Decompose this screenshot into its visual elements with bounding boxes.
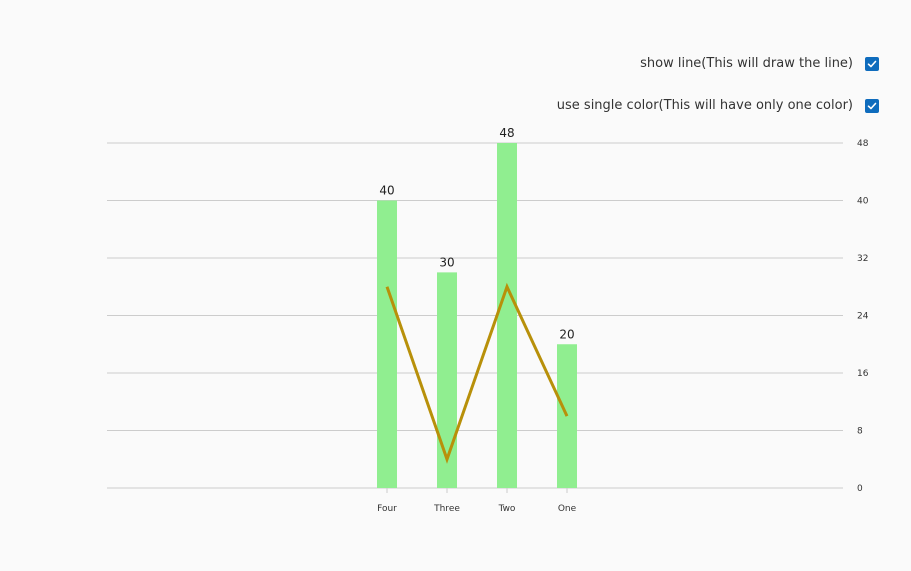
- y-tick-label: 32: [857, 254, 868, 264]
- y-tick-label: 16: [857, 369, 869, 379]
- checkmark-icon: [867, 102, 877, 109]
- x-tick-label: Four: [377, 504, 397, 514]
- y-tick-label: 24: [857, 312, 869, 322]
- x-tick-label: Three: [433, 504, 460, 514]
- series-line: [385, 282, 569, 464]
- data-label: 40: [379, 184, 394, 198]
- show-line-option: show line(This will draw the line): [640, 56, 879, 71]
- y-tick-label: 8: [857, 427, 863, 437]
- bar-layer: [377, 143, 577, 488]
- y-tick-label: 0: [857, 484, 863, 494]
- line-layer: [385, 282, 569, 464]
- y-tick-label: 40: [857, 197, 869, 207]
- checkmark-icon: [867, 60, 877, 67]
- data-label: 30: [439, 255, 454, 269]
- grid-layer: [107, 142, 843, 489]
- show-line-label: show line(This will draw the line): [640, 56, 853, 71]
- bar: [437, 272, 457, 488]
- label-layer: 40 30 48 20: [379, 126, 574, 341]
- axis-layer: 0 8 16 24 32 40 48 Four Three Two One: [377, 139, 869, 514]
- bar: [377, 200, 397, 488]
- show-line-checkbox[interactable]: [865, 56, 879, 71]
- bar: [497, 143, 517, 488]
- y-tick-label: 48: [857, 139, 869, 149]
- single-color-checkbox[interactable]: [865, 98, 879, 113]
- data-label: 48: [499, 126, 514, 140]
- single-color-label: use single color(This will have only one…: [556, 98, 853, 113]
- x-tick-label: One: [558, 504, 577, 514]
- data-label: 20: [559, 327, 574, 341]
- x-tick-label: Two: [498, 504, 516, 514]
- single-color-option: use single color(This will have only one…: [557, 98, 879, 113]
